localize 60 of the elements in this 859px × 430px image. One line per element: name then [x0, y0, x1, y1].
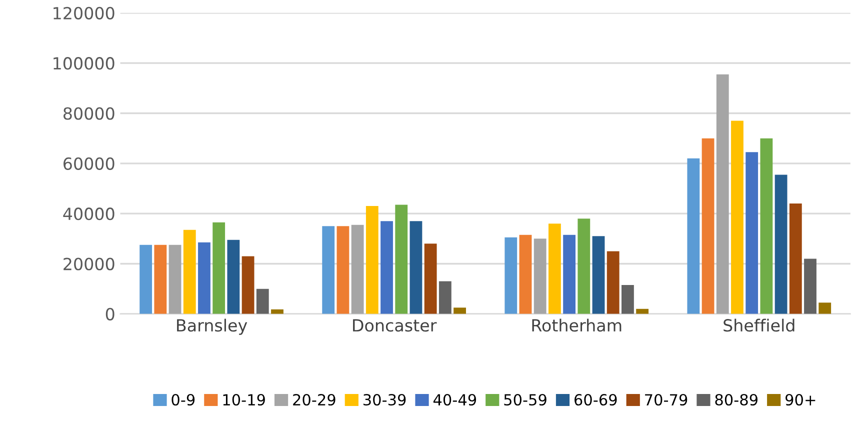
bar	[183, 230, 196, 314]
x-tick-label: Barnsley	[177, 318, 248, 335]
bar	[168, 244, 182, 314]
legend-label: 10-19	[223, 394, 265, 406]
bar	[256, 288, 269, 314]
bar	[454, 308, 466, 314]
bar	[504, 237, 518, 314]
legend-label: 40-49	[433, 394, 476, 406]
bar	[702, 138, 714, 314]
legend-label: 70-79	[645, 394, 688, 406]
legend-label: 30-39	[364, 394, 406, 406]
bar	[410, 221, 422, 314]
bar	[366, 206, 378, 314]
bar	[438, 281, 452, 314]
bar	[774, 174, 788, 314]
bar	[198, 242, 210, 314]
bar	[395, 204, 408, 314]
bar	[760, 138, 773, 314]
y-tick-label: 100000	[54, 57, 114, 70]
bar	[716, 74, 729, 314]
bar	[789, 204, 802, 314]
y-tick-label: 0	[106, 308, 114, 320]
y-tick-label: 20000	[64, 258, 114, 270]
legend-label: 0-9	[172, 394, 195, 406]
bar	[622, 285, 634, 314]
bar	[227, 240, 240, 314]
bar	[351, 224, 364, 314]
bar	[534, 238, 546, 314]
bar	[519, 234, 532, 314]
bar	[592, 236, 605, 314]
bar	[154, 244, 167, 314]
bar	[578, 218, 590, 314]
bar	[242, 256, 254, 314]
legend-label: 80-89	[715, 394, 758, 406]
bar	[606, 251, 620, 314]
bar	[212, 222, 226, 314]
y-tick-label: 120000	[54, 6, 114, 20]
bar	[636, 308, 649, 314]
x-tick-label: Sheffield	[724, 318, 794, 332]
y-tick-label: 40000	[63, 208, 114, 220]
bar	[140, 244, 152, 314]
bar	[548, 224, 561, 314]
bar	[380, 221, 393, 314]
bar	[818, 302, 832, 314]
legend-label: 60-69	[574, 394, 617, 406]
bar	[336, 226, 350, 314]
legend-label: 50-59	[504, 394, 546, 406]
bar	[804, 258, 816, 314]
y-tick-label: 60000	[64, 157, 114, 170]
bar	[731, 120, 744, 314]
bar	[322, 226, 335, 314]
legend-label: 20-29	[293, 394, 336, 406]
bar	[687, 158, 700, 314]
x-tick-label: Rotherham	[532, 318, 622, 332]
y-tick-label: 80000	[64, 107, 114, 120]
legend-label: 90+	[786, 394, 816, 406]
bar	[424, 244, 437, 314]
x-tick-label: Doncaster	[353, 319, 437, 332]
bar	[746, 152, 758, 314]
bar	[563, 234, 576, 314]
